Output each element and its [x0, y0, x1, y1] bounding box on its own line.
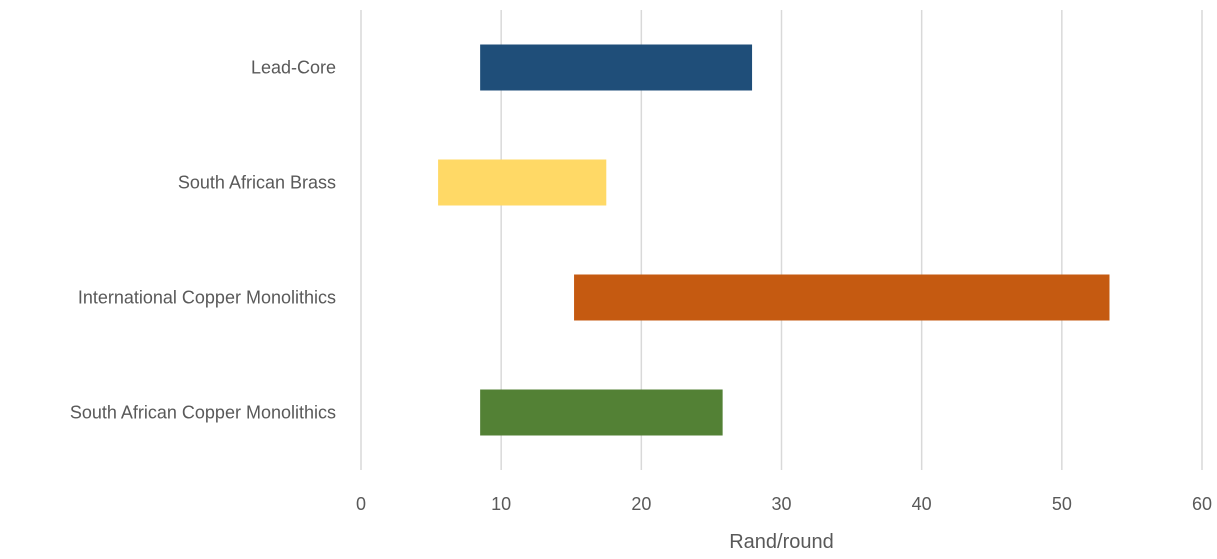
category-label: South African Brass — [178, 173, 336, 193]
x-axis-title: Rand/round — [729, 531, 834, 553]
range-bar — [574, 274, 1110, 321]
range-bar — [480, 389, 723, 436]
bars — [438, 44, 1110, 436]
x-tick-label: 60 — [1192, 494, 1212, 514]
x-tick-label: 0 — [356, 494, 366, 514]
x-tick-label: 20 — [631, 494, 651, 514]
category-label: South African Copper Monolithics — [70, 403, 336, 423]
x-tick-label: 30 — [771, 494, 791, 514]
range-bar — [438, 159, 607, 206]
category-labels: Lead-Core South African Brass Internation… — [70, 58, 336, 423]
x-tick-label: 40 — [912, 494, 932, 514]
range-bar — [480, 44, 753, 91]
category-label: International Copper Monolithics — [78, 288, 336, 308]
x-tick-label: 50 — [1052, 494, 1072, 514]
x-tick-label: 10 — [491, 494, 511, 514]
x-tick-labels: 0 10 20 30 40 50 60 — [356, 494, 1212, 514]
category-label: Lead-Core — [251, 58, 336, 78]
